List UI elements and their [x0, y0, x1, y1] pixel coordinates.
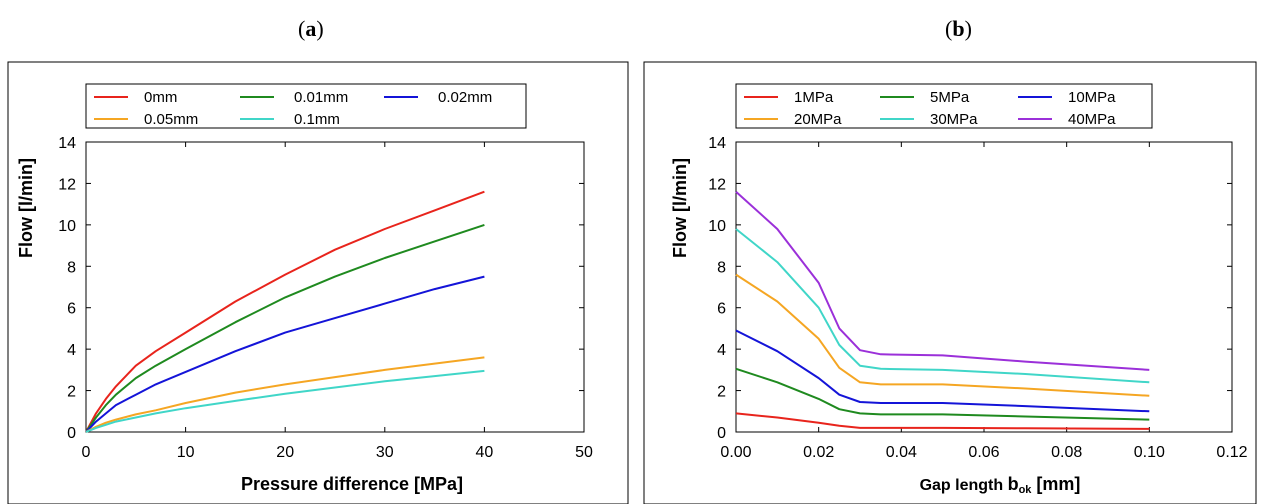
chart-a-series-line-4	[85, 369, 485, 433]
chart-b-legend-label-1: 5MPa	[930, 89, 970, 106]
chart-b-xtick-label: 0.06	[968, 444, 999, 461]
chart-a-ytick-label: 8	[67, 259, 76, 276]
chart-b-legend-label-0: 1MPa	[794, 89, 834, 106]
chart-a-plot-area	[85, 141, 585, 433]
chart-b-xtick-label: 0.10	[1134, 444, 1165, 461]
chart-b-series-line-5	[735, 190, 1150, 371]
chart-b-xlabel: Gap length bok [mm]	[920, 474, 1081, 496]
chart-b-series-line-4	[735, 228, 1150, 384]
chart-a-legend-label-1: 0.01mm	[294, 89, 348, 106]
chart-a-legend	[85, 83, 527, 129]
chart-a-legend-label-3: 0.05mm	[144, 111, 198, 128]
chart-a-ytick-label: 6	[67, 301, 76, 318]
chart-a-legend-label-4: 0.1mm	[294, 111, 340, 128]
chart-a-legend-label-2: 0.02mm	[438, 89, 492, 106]
chart-b-series-line-3	[735, 273, 1150, 397]
chart-b-xtick-label: 0.02	[803, 444, 834, 461]
chart-b-frame	[643, 61, 1257, 504]
chart-a-ytick-label: 10	[58, 218, 76, 235]
chart-a-ylabel: Flow [l/min]	[16, 158, 36, 258]
chart-b-ytick-label: 6	[717, 301, 726, 318]
chart-a-xtick-label: 40	[476, 444, 494, 461]
chart-b-legend-label-4: 30MPa	[930, 111, 978, 128]
chart-b-ytick-label: 8	[717, 259, 726, 276]
chart-b-ytick-label: 2	[717, 384, 726, 401]
chart-b-xtick-label: 0.04	[886, 444, 917, 461]
chart-a-ytick-label: 0	[67, 425, 76, 442]
chart-b-legend-label-2: 10MPa	[1068, 89, 1116, 106]
chart-b-xtick-label: 0.12	[1216, 444, 1247, 461]
chart-a-series-line-0	[85, 190, 485, 433]
chart-b-legend-label-5: 40MPa	[1068, 111, 1116, 128]
chart-b-plot-area	[735, 141, 1233, 433]
chart-a-series-line-2	[85, 275, 485, 433]
chart-b-ytick-label: 14	[708, 135, 726, 152]
chart-a-xtick-label: 30	[376, 444, 394, 461]
chart-b-series-line-2	[735, 329, 1150, 413]
chart-b-ytick-label: 10	[708, 218, 726, 235]
chart-b-legend-label-3: 20MPa	[794, 111, 842, 128]
chart-a-xlabel: Pressure difference [MPa]	[241, 474, 463, 494]
chart-b-ytick-label: 4	[717, 342, 726, 359]
chart-b-ytick-label: 0	[717, 425, 726, 442]
chart-b-xtick-label: 0.00	[720, 444, 751, 461]
chart-b-legend	[735, 83, 1153, 129]
chart-a-frame	[7, 61, 629, 504]
chart-b-series-line-0	[735, 412, 1150, 430]
chart-a-series-line-3	[85, 356, 485, 433]
chart-a-series-line-1	[85, 223, 485, 433]
chart-b-xtick-label: 0.08	[1051, 444, 1082, 461]
chart-a-xtick-label: 0	[82, 444, 91, 461]
chart-a-ytick-label: 12	[58, 176, 76, 193]
panel-b-tag: (b)	[945, 16, 972, 41]
chart-a-ytick-label: 4	[67, 342, 76, 359]
chart-a-xtick-label: 20	[276, 444, 294, 461]
chart-b-ytick-label: 12	[708, 176, 726, 193]
chart-a-ytick-label: 2	[67, 384, 76, 401]
panel-a-tag: (a)	[298, 16, 324, 41]
chart-a-xtick-label: 50	[575, 444, 593, 461]
chart-b-ylabel: Flow [l/min]	[670, 158, 690, 258]
chart-a-legend-label-0: 0mm	[144, 89, 177, 106]
chart-a-xtick-label: 10	[177, 444, 195, 461]
chart-a-ytick-label: 14	[58, 135, 76, 152]
chart-b-series-line-1	[735, 367, 1150, 421]
